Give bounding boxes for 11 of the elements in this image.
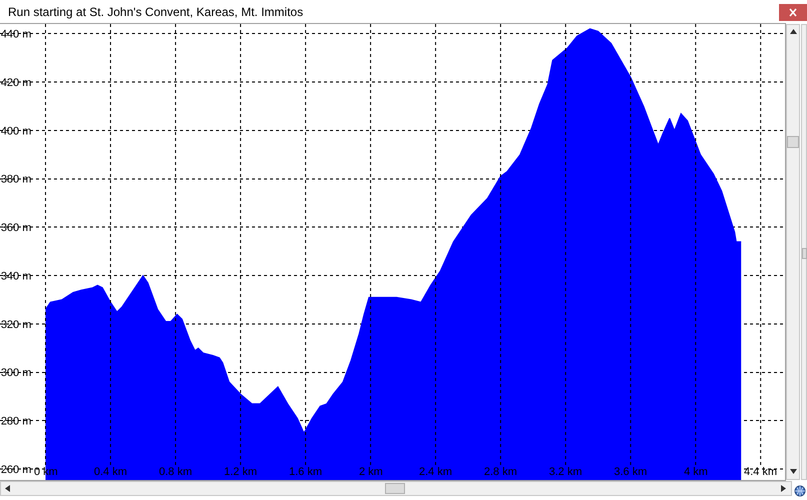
x-tick-label: 1.6 km	[289, 466, 322, 478]
x-tick-label: 2.4 km	[419, 466, 452, 478]
x-tick-label: 0.4 km	[94, 466, 128, 478]
x-tick-label: 2 km	[359, 466, 383, 478]
x-tick-label: 3.2 km	[549, 466, 582, 478]
chart-title: Run starting at St. John's Convent, Kareas, Mt. Immitos	[8, 5, 304, 20]
x-tick-label: 2.8 km	[484, 466, 518, 478]
x-tick-label: 1.2 km	[224, 466, 258, 478]
x-tick-label: 3.6 km	[614, 466, 648, 478]
x-tick-label: 0.8 km	[159, 466, 192, 478]
x-tick-label: 4 km	[684, 466, 708, 478]
